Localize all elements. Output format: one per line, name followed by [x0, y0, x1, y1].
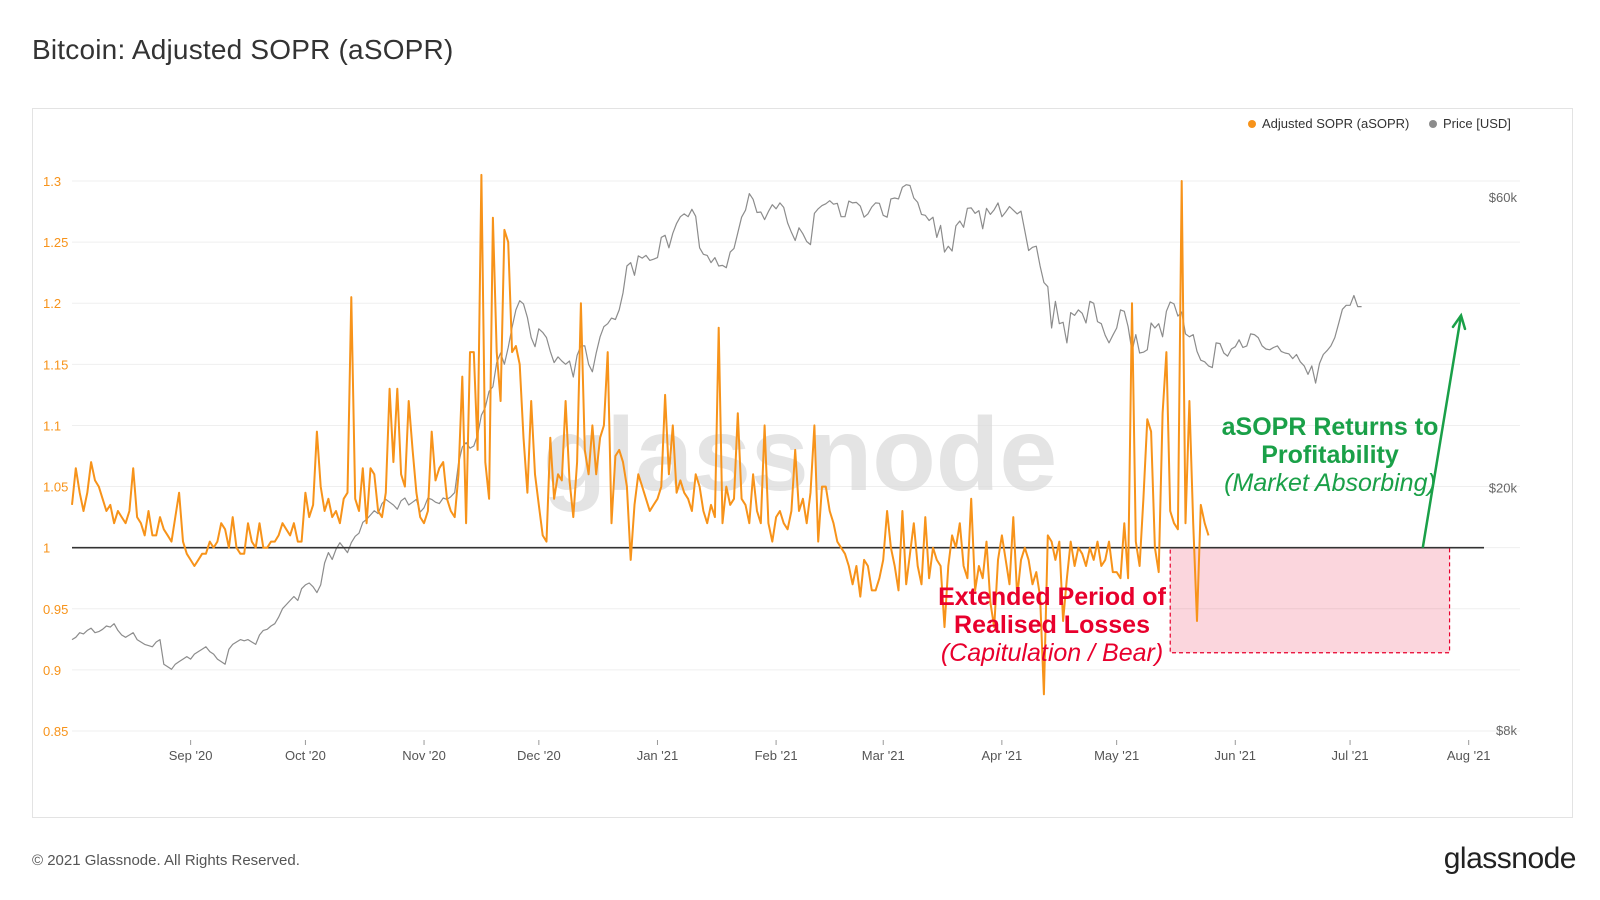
- y-right-tick-label: $8k: [1496, 723, 1517, 738]
- loss-annotation-sub: (Capitulation / Bear): [941, 639, 1163, 667]
- x-tick-label: Sep '20: [169, 748, 213, 763]
- legend-label-price: Price [USD]: [1443, 116, 1511, 131]
- y-left-tick-label: 0.95: [43, 602, 68, 617]
- x-tick-label: Aug '21: [1447, 748, 1491, 763]
- chart-frame: [32, 108, 1573, 818]
- y-left-tick-label: 1.1: [43, 418, 61, 433]
- y-left-tick-label: 1.3: [43, 174, 61, 189]
- glassnode-logo: glassnode: [1443, 842, 1577, 875]
- loss-box-rect: [1169, 547, 1451, 654]
- y-left-tick-label: 1.05: [43, 480, 68, 495]
- asopr-line: [71, 173, 1210, 696]
- legend: Adjusted SOPR (aSOPR) Price [USD]: [1248, 116, 1511, 131]
- x-tick-label: Jul '21: [1331, 748, 1368, 763]
- x-tick-label: Oct '20: [285, 748, 326, 763]
- y-left-tick-label: 1: [43, 541, 50, 556]
- y-left-tick-label: 1.15: [43, 357, 68, 372]
- legend-dot-price: [1429, 120, 1437, 128]
- x-tick-label: Dec '20: [517, 748, 561, 763]
- y-left-tick-label: 1.25: [43, 235, 68, 250]
- x-tick-label: Apr '21: [981, 748, 1022, 763]
- profit-arrow: [1421, 312, 1467, 548]
- profit-annotation-title-1: aSOPR Returns to: [1222, 413, 1439, 441]
- profit-annotation-title-2: Profitability: [1261, 441, 1399, 469]
- y-right-tick-label: $20k: [1489, 481, 1518, 496]
- asopr-series: [71, 173, 1210, 696]
- y-right-ticks: $60k $20k $8k: [1489, 190, 1518, 738]
- x-ticks: Sep '20 Oct '20 Nov '20 Dec '20 Jan '21 Feb '…: [169, 740, 1491, 763]
- price-series: [71, 184, 1362, 670]
- watermark: glassnode: [543, 397, 1057, 513]
- legend-dot-asopr: [1248, 120, 1256, 128]
- profit-arrow-line: [1421, 315, 1463, 548]
- profit-arrow-head: [1451, 312, 1467, 331]
- page-title: Bitcoin: Adjusted SOPR (aSOPR): [32, 34, 454, 65]
- x-tick-label: Jun '21: [1215, 748, 1257, 763]
- loss-annotation-title-1: Extended Period of: [938, 583, 1166, 611]
- x-tick-label: Feb '21: [755, 748, 798, 763]
- y-left-tick-label: 0.9: [43, 663, 61, 678]
- x-tick-label: Mar '21: [862, 748, 905, 763]
- x-tick-label: Nov '20: [402, 748, 446, 763]
- y-left-tick-label: 0.85: [43, 724, 68, 739]
- y-left-ticks: 1.3 1.25 1.2 1.15 1.1 1.05 1 0.95 0.9 0.85: [43, 174, 68, 739]
- loss-annotation-title-2: Realised Losses: [954, 611, 1150, 639]
- y-left-tick-label: 1.2: [43, 296, 61, 311]
- loss-box: [1169, 547, 1451, 654]
- legend-label-asopr: Adjusted SOPR (aSOPR): [1262, 116, 1409, 131]
- x-tick-label: Jan '21: [637, 748, 679, 763]
- copyright: © 2021 Glassnode. All Rights Reserved.: [32, 852, 300, 869]
- profit-annotation-sub: (Market Absorbing): [1224, 469, 1436, 497]
- x-tick-label: May '21: [1094, 748, 1139, 763]
- y-right-tick-label: $60k: [1489, 190, 1518, 205]
- price-line: [71, 184, 1362, 670]
